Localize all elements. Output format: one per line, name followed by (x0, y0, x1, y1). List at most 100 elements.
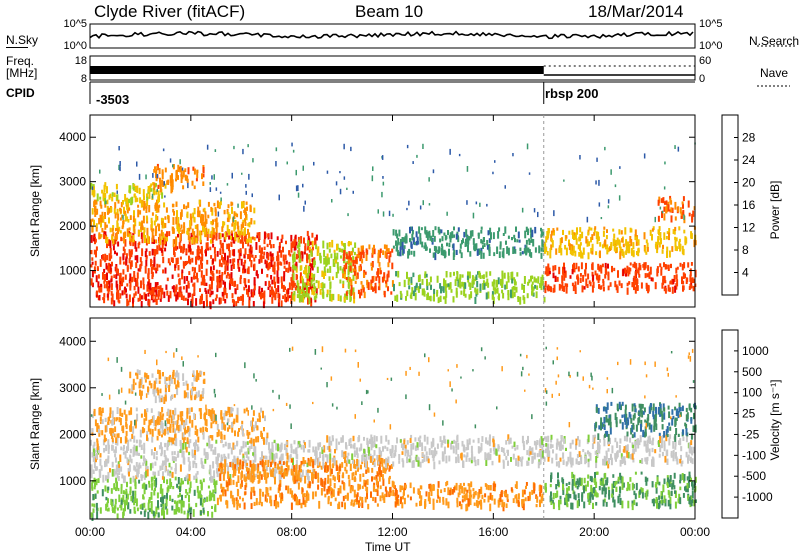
data-cell (356, 253, 359, 258)
data-cell (548, 271, 551, 274)
data-cell (300, 468, 302, 473)
data-cell (152, 287, 154, 295)
data-cell (139, 257, 142, 262)
scatter-cell (428, 203, 431, 206)
data-cell (607, 247, 610, 253)
data-cell (290, 469, 293, 474)
data-cell (160, 497, 162, 503)
data-cell (411, 461, 414, 468)
data-cell (509, 437, 512, 444)
scatter-cell (618, 195, 621, 201)
data-cell (521, 456, 524, 460)
data-cell (94, 481, 97, 488)
data-cell (371, 276, 374, 283)
data-cell (604, 274, 607, 279)
data-cell (488, 246, 491, 253)
data-cell (670, 263, 672, 269)
scatter-echoes (91, 142, 696, 223)
data-cell (387, 248, 390, 253)
scatter-cell (494, 160, 496, 163)
data-cell (193, 217, 196, 223)
scatter-cell (408, 200, 410, 206)
data-cell (633, 261, 636, 269)
data-cell (511, 291, 514, 299)
data-cell (165, 498, 168, 507)
data-cell (169, 495, 172, 501)
data-cell (326, 457, 329, 463)
data-cell (365, 487, 368, 492)
data-cell (156, 166, 159, 170)
data-cell (466, 275, 469, 280)
data-cell (108, 217, 110, 224)
data-cell (455, 448, 458, 455)
data-cell (183, 510, 186, 515)
data-cell (326, 293, 329, 298)
data-cell (211, 290, 214, 295)
data-cell (200, 394, 203, 401)
data-cell (204, 451, 207, 459)
data-cell (565, 247, 568, 256)
data-cell (459, 274, 462, 280)
data-cell (372, 287, 374, 292)
data-cell (591, 285, 594, 293)
data-cell (199, 510, 202, 515)
data-cell (250, 220, 253, 225)
data-cell (121, 290, 124, 296)
data-cell (144, 508, 147, 513)
data-cell (661, 249, 664, 254)
data-cell (283, 265, 286, 269)
data-cell (303, 282, 306, 288)
data-cell (102, 215, 105, 223)
data-cell (153, 190, 156, 196)
data-cell (261, 456, 264, 463)
data-cell (188, 487, 191, 494)
data-cell (514, 447, 517, 451)
data-cell (177, 223, 180, 228)
data-cell (430, 235, 433, 239)
data-cell (246, 462, 249, 466)
data-cell (261, 292, 264, 298)
data-cell (115, 280, 118, 288)
data-cell (216, 285, 219, 293)
data-cell (194, 386, 197, 391)
data-cell (631, 282, 634, 288)
data-cell (540, 280, 543, 288)
data-cell (341, 248, 344, 253)
data-cell (591, 271, 594, 277)
data-cell (122, 219, 125, 225)
data-cell (547, 270, 549, 274)
data-cell (353, 270, 356, 276)
data-cell (277, 285, 280, 293)
data-cell (349, 463, 352, 471)
data-cell (142, 384, 145, 389)
data-cell (442, 296, 445, 300)
data-cell (547, 228, 550, 236)
data-cell (182, 382, 185, 386)
data-cell (491, 281, 494, 287)
data-cell (194, 455, 197, 460)
data-cell (109, 240, 112, 249)
data-cell (206, 242, 209, 249)
data-cell (184, 442, 187, 450)
data-cell (296, 294, 299, 298)
data-cell (636, 251, 638, 256)
data-cell (188, 461, 191, 467)
data-cell (382, 446, 384, 452)
data-cell (550, 234, 553, 242)
data-cell (175, 169, 178, 178)
data-cell (659, 232, 662, 240)
data-cell (148, 299, 151, 308)
data-cell (349, 254, 351, 261)
data-cell (226, 255, 229, 263)
data-cell (571, 251, 574, 256)
data-cell (125, 256, 128, 264)
data-cell (323, 481, 326, 489)
data-cell (134, 490, 137, 495)
data-cell (421, 445, 424, 452)
data-cell (694, 269, 697, 278)
data-cell (585, 262, 587, 270)
data-cell (348, 439, 351, 446)
data-cell (124, 213, 127, 222)
data-cell (173, 442, 176, 446)
data-cell (477, 459, 480, 466)
